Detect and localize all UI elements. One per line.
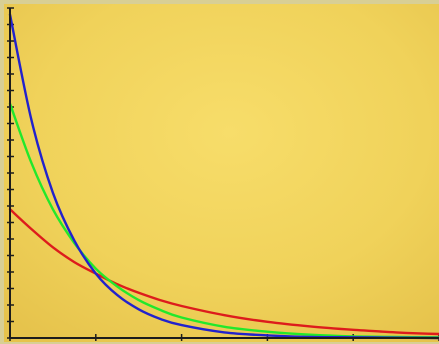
plot-background bbox=[4, 4, 439, 342]
series-line-1 bbox=[8, 208, 439, 336]
axes-layer bbox=[9, 8, 439, 339]
series-line-2 bbox=[8, 102, 439, 339]
